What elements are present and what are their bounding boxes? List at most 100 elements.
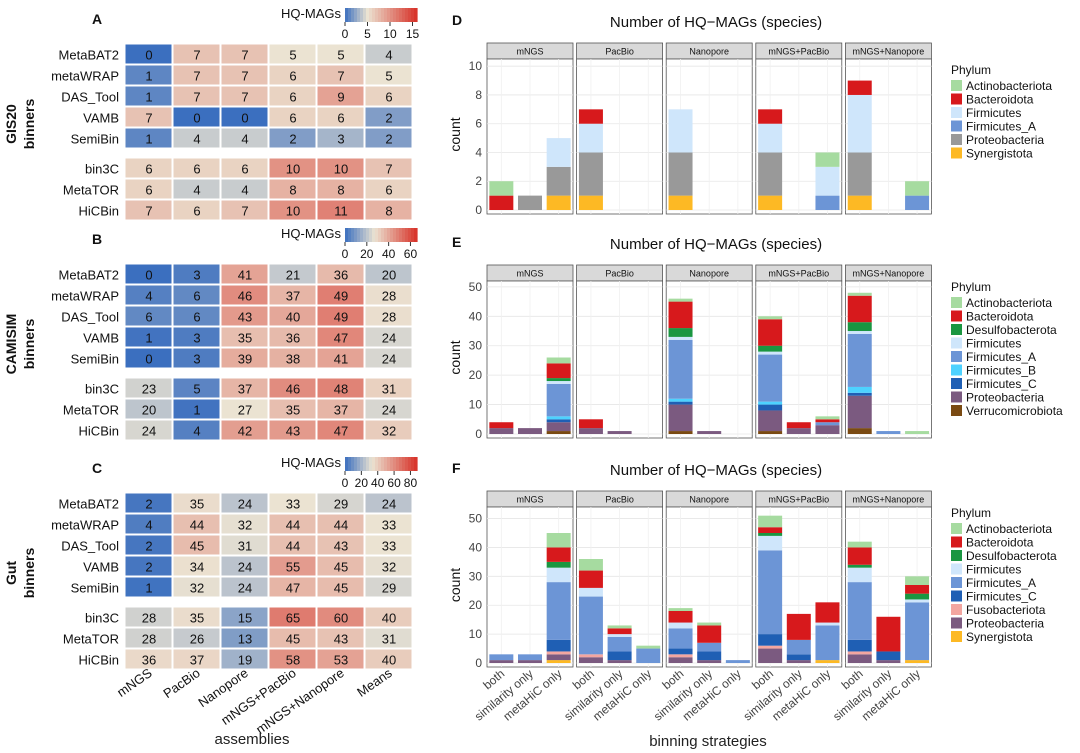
legend-swatch <box>951 147 962 159</box>
legend-label: Firmicutes_A <box>966 576 1036 590</box>
bar-segment <box>786 613 811 640</box>
legend-gradient-segment <box>366 8 370 22</box>
cell-value: 24 <box>382 352 396 367</box>
heatmap-cell <box>220 64 269 86</box>
bar-segment <box>489 195 514 210</box>
bar-segment <box>697 660 722 663</box>
bar-segment <box>546 166 571 196</box>
heatmap-cell <box>268 263 317 285</box>
bar-segment <box>815 622 840 626</box>
heatmap-cell <box>124 305 173 327</box>
heatmap-cell <box>268 85 317 107</box>
bar-segment <box>607 651 632 661</box>
panel-label: A <box>92 11 102 27</box>
bar-segment <box>578 657 603 663</box>
heatmap-cell <box>268 627 317 649</box>
bar-segment <box>758 316 783 320</box>
facet-label: Nanopore <box>689 495 729 505</box>
bar-segment <box>578 428 603 434</box>
bar-segment <box>847 80 872 95</box>
heatmap-cell <box>268 305 317 327</box>
legend-gradient-segment <box>408 457 412 471</box>
bar-segment <box>578 596 603 655</box>
cell-value: 2 <box>289 132 296 147</box>
chart-title: Number of HQ−MAGs (species) <box>610 14 822 31</box>
bar-segment <box>668 611 693 623</box>
cell-value: 28 <box>142 632 156 647</box>
bar-segment <box>876 660 901 663</box>
bar-segment <box>847 392 872 396</box>
bar-segment <box>758 645 783 649</box>
heatmap-cell <box>220 157 269 179</box>
legend-swatch <box>951 134 962 145</box>
row-group-label: Gut <box>3 561 19 585</box>
heatmap-cell <box>172 263 221 285</box>
legend-gradient-segment <box>399 8 403 22</box>
bar-segment <box>518 654 542 661</box>
heatmap-cell <box>316 576 365 598</box>
row-label: HiCBin <box>79 653 119 668</box>
legend-gradient-segment <box>399 457 403 471</box>
heatmap-cell <box>124 263 173 285</box>
bar-segment <box>847 333 872 387</box>
bar-segment <box>758 152 783 196</box>
legend-gradient-segment <box>393 457 397 471</box>
cell-value: 2 <box>385 111 392 126</box>
y-tick-label: 10 <box>469 398 483 412</box>
y-tick-label: 40 <box>469 540 483 554</box>
bar-segment <box>546 383 571 417</box>
legend-gradient-segment <box>357 457 361 471</box>
cell-value: 40 <box>382 611 396 626</box>
heatmap-cell <box>124 347 173 369</box>
legend-title: HQ-MAGs <box>281 455 341 470</box>
legend-gradient-segment <box>396 228 400 242</box>
bar-segment <box>636 648 661 663</box>
facet: Nanopore <box>665 264 753 439</box>
cell-value: 43 <box>334 632 348 647</box>
cell-value: 0 <box>145 268 152 283</box>
cell-value: 4 <box>145 289 152 304</box>
bar-panels: D Number of HQ−MAGs (species) count 0 2 4 6 8 10… <box>447 12 1063 724</box>
bar-segment <box>847 94 872 153</box>
bar-segment <box>668 336 693 340</box>
cell-value: 46 <box>238 289 252 304</box>
cell-value: 6 <box>145 183 152 198</box>
heatmap-cell <box>220 284 269 306</box>
cell-value: 21 <box>286 268 300 283</box>
legend-tick-label: 40 <box>371 476 385 490</box>
legend-swatch <box>951 631 962 642</box>
bar-segment <box>786 422 811 429</box>
cell-value: 6 <box>289 69 296 84</box>
cell-value: 44 <box>190 518 204 533</box>
bar-segment <box>847 547 872 565</box>
bar-segment <box>847 564 872 568</box>
heatmap-cell <box>124 64 173 86</box>
legend-label: Firmicutes <box>966 337 1021 351</box>
legend-gradient-segment <box>390 8 394 22</box>
legend-gradient-segment <box>363 457 367 471</box>
row-label: DAS_Tool <box>61 539 119 554</box>
legend-label: Firmicutes_C <box>966 590 1037 604</box>
legend-swatch <box>951 93 962 105</box>
heatmap-cell <box>268 43 317 65</box>
heatmap-cell <box>172 627 221 649</box>
y-tick-label: 30 <box>469 339 483 353</box>
bar-segment <box>876 616 901 652</box>
legend-gradient-segment <box>411 228 415 242</box>
y-tick-label: 20 <box>469 598 483 612</box>
heatmap-cell <box>316 513 365 535</box>
cell-value: 1 <box>145 581 152 596</box>
bar-segment <box>758 527 783 533</box>
bar-segment <box>847 322 872 332</box>
legend-gradient-segment <box>405 228 409 242</box>
bar-segment <box>905 602 930 661</box>
bar-segment <box>786 428 811 434</box>
bar-segment <box>876 651 901 661</box>
heatmap-cell <box>124 106 173 128</box>
bar-segment <box>546 381 571 384</box>
heatmap-cell <box>268 106 317 128</box>
heatmap-cell <box>124 43 173 65</box>
cell-value: 28 <box>142 611 156 626</box>
facet-label: mNGS <box>517 269 544 279</box>
